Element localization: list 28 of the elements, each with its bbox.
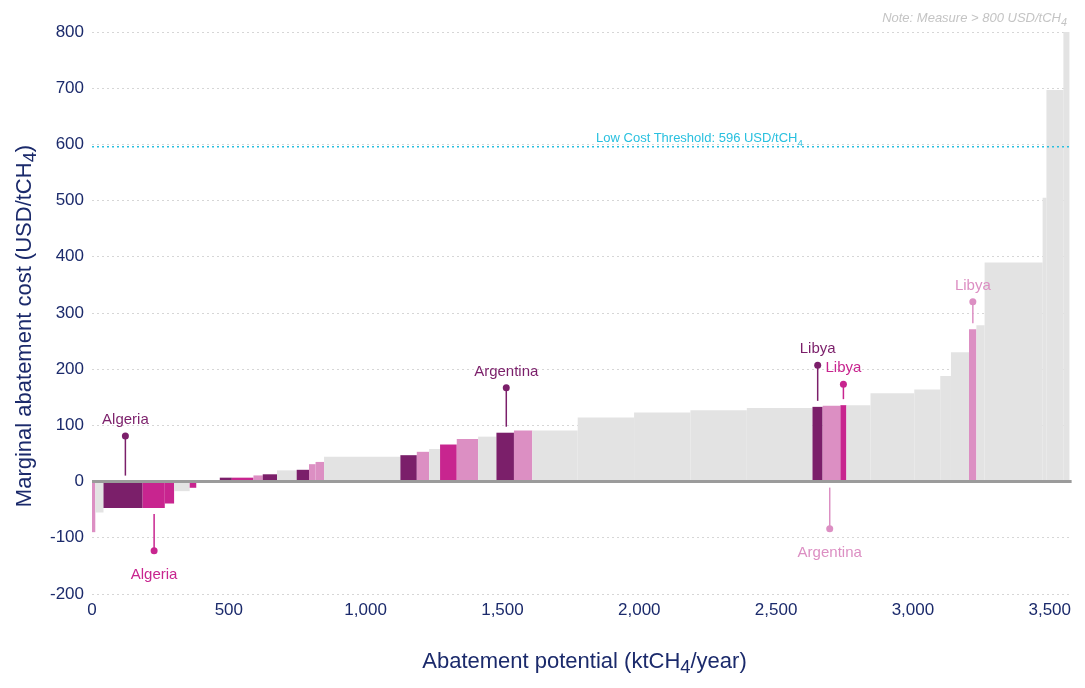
annotation: Argentina <box>474 361 540 379</box>
y-tick-label: 0 <box>74 471 84 491</box>
y-tick-label: 200 <box>55 358 84 378</box>
y-tick-label: 600 <box>55 134 84 154</box>
y-tick-label: 300 <box>55 302 84 322</box>
y-tick-label: -200 <box>49 583 84 603</box>
x-tick-label: 3,500 <box>1028 599 1071 619</box>
annotation: Libya <box>799 339 837 357</box>
y-tick-label: 500 <box>55 190 84 210</box>
y-tick-label: 400 <box>55 246 84 266</box>
y-tick-label: 700 <box>55 77 84 97</box>
annotation: Algeria <box>102 410 150 428</box>
x-tick-label: 500 <box>214 599 244 619</box>
text: Note: Measure > 800 USD/tCH$_{4}$ <box>882 10 1067 28</box>
annotation: Libya <box>954 275 992 293</box>
annotation: Algeria <box>130 564 179 582</box>
x-axis-title: Abatement potential (ktCH$_{4}$/year) <box>421 648 748 679</box>
x-tick-label: 1,500 <box>481 599 524 619</box>
x-tick-label: 0 <box>87 599 97 619</box>
annotation: Argentina <box>797 542 863 560</box>
x-tick-label: 2,000 <box>618 599 661 619</box>
x-tick-label: 1,000 <box>344 599 387 619</box>
y-tick-label: 100 <box>55 415 84 435</box>
x-tick-label: 3,000 <box>891 599 935 619</box>
annotation: Libya <box>825 358 862 376</box>
y-tick-label: 800 <box>55 21 84 41</box>
y-tick-label: -100 <box>49 527 84 547</box>
x-tick-label: 2,500 <box>754 599 798 619</box>
